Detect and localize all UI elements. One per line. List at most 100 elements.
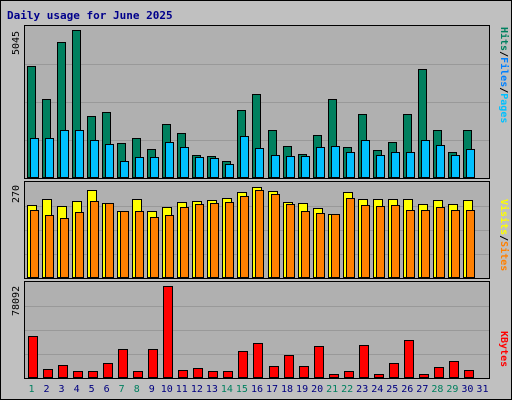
day-label: 3 <box>58 384 65 395</box>
sites-bar <box>330 214 340 278</box>
legend-text-files: Files <box>498 57 509 88</box>
files-bar <box>210 158 220 178</box>
kbytes-bar <box>133 370 144 378</box>
sites-bar <box>360 205 370 278</box>
kbytes-bar <box>163 286 174 378</box>
kbytes-bar <box>373 374 384 378</box>
day-label: 9 <box>148 384 155 395</box>
kbytes-bar <box>178 370 189 378</box>
files-bar <box>330 146 340 178</box>
files-bar <box>465 148 475 178</box>
kbytes-bar <box>448 361 459 378</box>
kbytes-bar <box>208 370 219 378</box>
files-bar <box>90 139 100 178</box>
kbytes-panel <box>24 281 490 379</box>
sites-bar <box>180 206 190 278</box>
legend-text-sites: Sites <box>498 241 509 272</box>
day-label: 13 <box>205 384 218 395</box>
sites-bar <box>375 205 385 278</box>
files-bar <box>405 151 415 178</box>
day-label: 17 <box>265 384 279 395</box>
sites-bar <box>135 211 145 278</box>
sites-bar <box>210 202 220 278</box>
chart-title: Daily usage for June 2025 <box>7 9 173 22</box>
kbytes-bar <box>88 370 99 378</box>
files-bar <box>315 147 325 178</box>
gridline <box>25 306 489 307</box>
day-label: 28 <box>431 384 444 395</box>
files-bar <box>285 156 295 178</box>
sites-bar <box>450 209 460 278</box>
day-label: 22 <box>341 384 354 395</box>
kbytes-bar <box>73 370 84 378</box>
day-label: 20 <box>311 384 324 395</box>
day-label: 8 <box>133 384 140 395</box>
files-bar <box>45 138 55 178</box>
kbytes-bar <box>313 346 324 378</box>
files-bar <box>240 136 250 178</box>
files-bar <box>120 161 130 178</box>
kbytes-bar <box>433 366 444 378</box>
kbytes-bar <box>103 362 114 378</box>
day-label: 12 <box>190 384 203 395</box>
kbytes-bar <box>298 365 309 378</box>
day-label: 27 <box>416 384 429 395</box>
sites-bar <box>435 206 445 278</box>
sites-bar <box>270 194 280 278</box>
sites-bar <box>240 195 250 278</box>
y-max-label-hits: 5045 <box>11 30 22 55</box>
day-label: 26 <box>401 384 414 395</box>
sites-bar <box>105 203 115 278</box>
kbytes-bar <box>253 343 264 378</box>
kbytes-bar <box>403 340 414 378</box>
gridline <box>25 64 489 65</box>
day-label: 11 <box>175 384 188 395</box>
legend-text-pages: Pages <box>498 93 509 124</box>
day-label: 15 <box>235 384 248 395</box>
day-label: 30 <box>461 384 474 395</box>
legend-text-kbytes: KBytes <box>498 331 509 368</box>
y-max-label-visits: 270 <box>11 184 22 203</box>
kbytes-bar <box>238 350 249 378</box>
day-label: 7 <box>118 384 125 395</box>
sites-bar <box>90 201 100 278</box>
files-bar <box>420 139 430 178</box>
kbytes-bar <box>283 354 294 378</box>
sites-bar <box>285 204 295 278</box>
sites-bar <box>150 217 160 278</box>
sites-bar <box>120 210 130 278</box>
day-label: 16 <box>250 384 263 395</box>
files-bar <box>345 151 355 178</box>
sites-bar <box>30 210 39 278</box>
kbytes-bar <box>118 348 129 378</box>
legend-visits-sites: Visits/Sites <box>498 199 509 271</box>
day-label: 10 <box>160 384 173 395</box>
gridline <box>25 330 489 331</box>
day-label: 19 <box>296 384 309 395</box>
kbytes-bar <box>58 365 69 378</box>
kbytes-bar <box>148 348 159 378</box>
day-label: 29 <box>446 384 459 395</box>
files-bar <box>180 146 190 178</box>
files-bar <box>300 156 310 178</box>
files-bar <box>435 144 445 178</box>
sites-bar <box>315 212 325 278</box>
x-axis-day-labels: 1 2 3 4 5 6 7 8 9 10 11 12 13 14 15 16 17 18 19 20 21 22 23 24 2… <box>24 384 490 398</box>
day-label: 23 <box>356 384 369 395</box>
day-label: 4 <box>73 384 80 395</box>
day-label: 2 <box>43 384 50 395</box>
day-label: 1 <box>28 384 35 395</box>
kbytes-bar <box>268 366 279 378</box>
files-bar <box>375 154 385 178</box>
visits-sites-panel <box>24 181 490 279</box>
sites-bar <box>195 204 205 278</box>
day-label: 21 <box>326 384 339 395</box>
day-label: 31 <box>476 384 489 395</box>
kbytes-bar <box>463 370 474 378</box>
files-bar <box>135 157 145 178</box>
kbytes-bar <box>28 335 38 378</box>
files-bar <box>150 157 160 178</box>
kbytes-bar <box>358 345 369 378</box>
sites-bar <box>420 209 430 278</box>
sites-bar <box>255 190 265 278</box>
